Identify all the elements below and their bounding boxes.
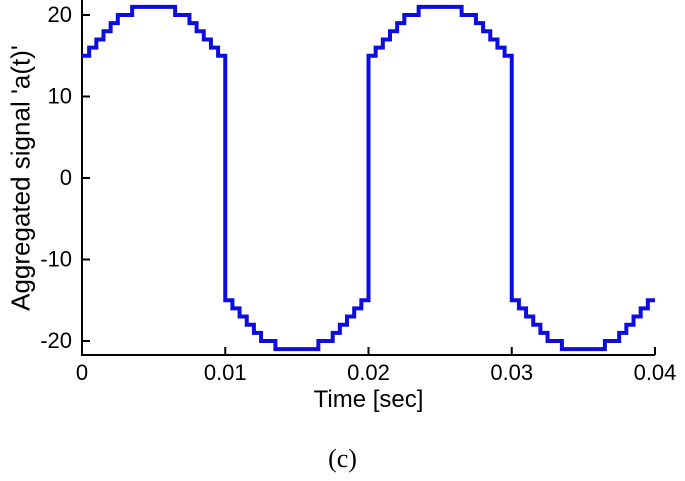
x-tick-marks [81, 347, 656, 355]
y-tick-label: 20 [48, 2, 72, 27]
y-axis-label: Aggregated signal 'a(t)' [5, 45, 36, 311]
y-tick-label: -20 [40, 328, 72, 353]
x-tick-label: 0 [76, 360, 88, 385]
x-tick-label: 0.04 [634, 360, 677, 385]
x-tick-labels: 0 0.01 0.02 0.03 0.04 [76, 360, 677, 385]
figure-caption: (c) [328, 444, 357, 473]
x-axis-label: Time [sec] [313, 386, 424, 413]
x-tick-label: 0.02 [347, 360, 390, 385]
y-tick-label: 0 [60, 165, 72, 190]
y-tick-labels: -20 -10 0 10 20 [40, 2, 72, 353]
x-tick-label: 0.01 [204, 360, 247, 385]
y-tick-label: 10 [48, 84, 72, 109]
y-tick-marks [82, 14, 90, 342]
signal-line [82, 4, 655, 352]
x-tick-label: 0.03 [490, 360, 533, 385]
y-tick-label: -10 [40, 247, 72, 272]
